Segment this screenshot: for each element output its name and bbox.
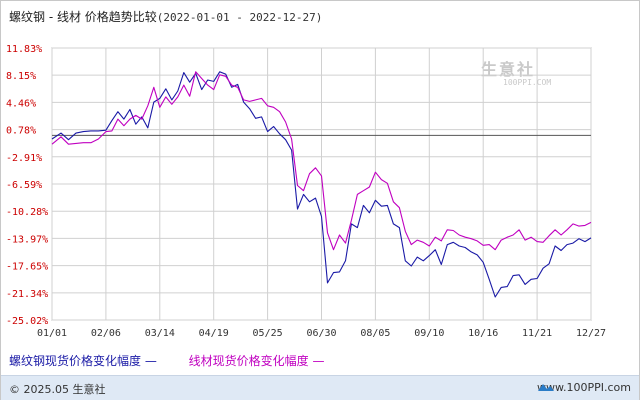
y-tick-label: -17.65% [6,262,48,273]
legend-rebar-label: 螺纹钢现货价格变化幅度 [9,354,142,368]
y-tick-label: 11.83% [6,44,42,55]
footer-site-link[interactable]: www.100PPI.com [537,381,631,394]
logo-icon [538,384,555,391]
y-tick-label: 4.46% [6,98,36,109]
x-tick-label: 05/25 [253,328,283,339]
y-tick-label: -2.91% [6,153,42,164]
x-tick-label: 12/27 [576,328,606,339]
x-tick-label: 01/01 [37,328,67,339]
chart-title-text: 螺纹钢 - 线材 价格趋势比较 [9,10,157,24]
y-tick-label: -25.02% [6,316,48,327]
legend-rebar: 螺纹钢现货价格变化幅度 — [9,354,157,368]
chart-title: 螺纹钢 - 线材 价格趋势比较(2022-01-01 - 2022-12-27) [9,8,322,25]
watermark-text: 生意社 [481,60,536,79]
series-line-rebar [51,71,592,298]
watermark-url: 100PPI.COM [503,78,552,87]
chart-legend: 螺纹钢现货价格变化幅度 — 线材现货价格变化幅度 — [9,352,325,369]
y-tick-label: -21.34% [6,289,48,300]
series-line-wire [51,71,592,251]
chart-date-range: (2022-01-01 - 2022-12-27) [156,11,323,24]
grid-lines [51,47,592,321]
footer-copyright: © 2025.05 生意社 [9,383,106,396]
legend-wire: 线材现货价格变化幅度 — [188,354,325,368]
x-tick-label: 08/05 [360,328,390,339]
x-tick-label: 02/06 [91,328,121,339]
watermark-logo: 生意社 100PPI.COM [481,56,551,87]
y-tick-label: 0.78% [6,126,36,137]
y-axis-labels: 11.83% 8.15% 4.46% 0.78% -2.91% -6.59% -10.28%… [6,44,48,327]
x-tick-label: 04/19 [199,328,229,339]
y-tick-label: -6.59% [6,180,42,191]
x-tick-label: 11/21 [522,328,552,339]
footer-site[interactable]: www.100PPI.com [537,381,631,394]
x-tick-label: 10/16 [468,328,498,339]
x-tick-label: 03/14 [145,328,175,339]
x-axis-labels: 01/01 02/06 03/14 04/19 05/25 06/30 08/05 09/10… [37,328,606,339]
legend-wire-label: 线材现货价格变化幅度 [188,354,309,368]
y-tick-label: -13.97% [6,234,48,245]
y-tick-label: -10.28% [6,207,48,218]
series-lines [51,71,592,298]
line-chart: 11.83% 8.15% 4.46% 0.78% -2.91% -6.59% -10.28%… [6,44,606,339]
x-tick-label: 09/10 [414,328,444,339]
x-tick-label: 06/30 [306,328,336,339]
footer-bar: © 2025.05 生意社 www.100PPI.com [1,375,639,400]
y-tick-label: 8.15% [6,71,36,82]
